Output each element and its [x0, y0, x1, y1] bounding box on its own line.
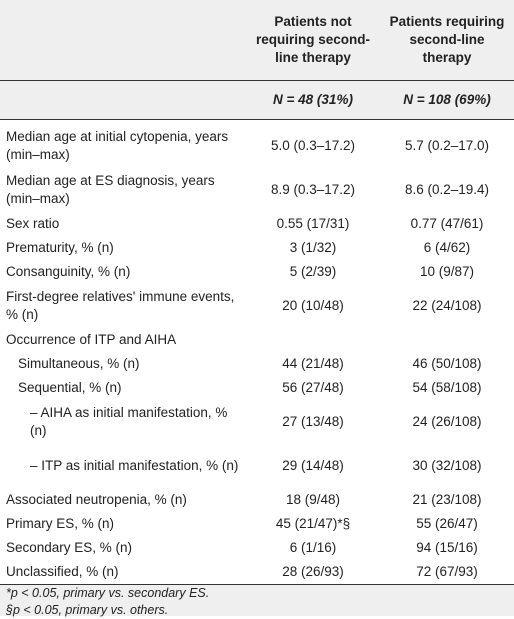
cell-value: 55 (26/47)	[416, 516, 478, 531]
table-row: – ITP as initial manifestation, % (n) 29 …	[0, 444, 514, 488]
column-header: Patients not requiring second-line thera…	[246, 0, 380, 81]
cell-value: 0.77 (47/61)	[410, 216, 484, 231]
cell-value: 94 (15/16)	[416, 540, 478, 555]
table-body: Median age at initial cytopenia, years (…	[0, 120, 514, 585]
row-label: Associated neutropenia, % (n)	[6, 492, 187, 507]
row-label: Unclassified, % (n)	[0, 560, 246, 585]
cell-value: 54 (58/108)	[412, 380, 482, 395]
empty-cell	[380, 328, 514, 352]
cell-value: 5 (2/39)	[289, 264, 337, 279]
table-row: Primary ES, % (n) 45 (21/47)*§ 55 (26/47)	[0, 512, 514, 536]
table-row: Simultaneous, % (n) 44 (21/48) 46 (50/108)	[0, 352, 514, 376]
row-label: First-degree relatives' immune events, %…	[6, 289, 235, 322]
row-label: Sex ratio	[6, 216, 60, 231]
cell-value: 8.6 (0.2–19.4)	[404, 182, 490, 197]
footnotes: *p < 0.05, primary vs. secondary ES. §p <…	[0, 585, 514, 617]
row-label: Sequential, % (n)	[18, 380, 122, 395]
row-label: Occurrence of ITP and AIHA	[6, 332, 177, 347]
cell-value: 8.9 (0.3–17.2)	[270, 182, 356, 197]
cell-value: 6 (4/62)	[423, 240, 471, 255]
empty-header	[0, 80, 246, 120]
table-row: Median age at ES diagnosis, years (min–m…	[0, 168, 514, 212]
cell-value: 5.0 (0.3–17.2)	[270, 138, 356, 153]
row-label: Median age at ES diagnosis, years (min–m…	[6, 173, 215, 206]
row-label: – ITP as initial manifestation, % (n)	[30, 458, 239, 473]
cell-value: 6 (1/16)	[289, 540, 337, 555]
table-row: First-degree relatives' immune events, %…	[0, 284, 514, 328]
row-label: – AIHA as initial manifestation, % (n)	[30, 405, 228, 438]
cell-value: 3 (1/32)	[289, 240, 337, 255]
table-row: Unclassified, % (n) 28 (26/93) 72 (67/93)	[0, 560, 514, 585]
empty-header	[0, 0, 246, 81]
cell-value: 30 (32/108)	[412, 458, 482, 473]
table-row: – AIHA as initial manifestation, % (n) 27…	[0, 400, 514, 444]
table-row: Prematurity, % (n) 3 (1/32) 6 (4/62)	[0, 236, 514, 260]
table-row: Sex ratio 0.55 (17/31) 0.77 (47/61)	[0, 212, 514, 236]
cell-value: 20 (10/48)	[282, 298, 344, 313]
data-table: Patients not requiring second-line thera…	[0, 0, 514, 585]
table-row: Secondary ES, % (n) 6 (1/16) 94 (15/16)	[0, 536, 514, 560]
cell-value: 56 (27/48)	[282, 380, 344, 395]
row-label: Secondary ES, % (n)	[6, 540, 133, 555]
footnote: §p < 0.05, primary vs. others.	[6, 603, 169, 617]
empty-cell	[246, 328, 380, 352]
n-header: N = 48 (31%)	[246, 80, 380, 120]
table-row: Sequential, % (n) 56 (27/48) 54 (58/108)	[0, 376, 514, 400]
cell-value: 72 (67/93)	[380, 560, 514, 585]
cell-value: 29 (14/48)	[282, 458, 344, 473]
footnote: *p < 0.05, primary vs. secondary ES.	[6, 586, 210, 600]
cell-value: 5.7 (0.2–17.0)	[404, 138, 490, 153]
cell-value: 27 (13/48)	[282, 414, 344, 429]
table-row: Median age at initial cytopenia, years (…	[0, 120, 514, 169]
row-label: Primary ES, % (n)	[6, 516, 115, 531]
column-header: Patients requiring second-line therapy	[380, 0, 514, 81]
table-row: Associated neutropenia, % (n) 18 (9/48) 21…	[0, 488, 514, 512]
row-label: Prematurity, % (n)	[6, 240, 114, 255]
cell-value: 45 (21/47)*§	[275, 516, 351, 531]
cell-value: 21 (23/108)	[412, 492, 482, 507]
table-row: Consanguinity, % (n) 5 (2/39) 10 (9/87)	[0, 260, 514, 284]
row-label: Simultaneous, % (n)	[18, 356, 140, 371]
cell-value: 46 (50/108)	[412, 356, 482, 371]
cell-value: 10 (9/87)	[419, 264, 475, 279]
cell-value: 44 (21/48)	[282, 356, 344, 371]
row-label: Consanguinity, % (n)	[6, 264, 131, 279]
cell-value: 24 (26/108)	[412, 414, 482, 429]
cell-value: 28 (26/93)	[246, 560, 380, 585]
n-header: N = 108 (69%)	[380, 80, 514, 120]
cell-value: 0.55 (17/31)	[276, 216, 350, 231]
cell-value: 18 (9/48)	[285, 492, 341, 507]
row-label: Median age at initial cytopenia, years (…	[6, 129, 229, 162]
table-row: Occurrence of ITP and AIHA	[0, 328, 514, 352]
cell-value: 22 (24/108)	[412, 298, 482, 313]
